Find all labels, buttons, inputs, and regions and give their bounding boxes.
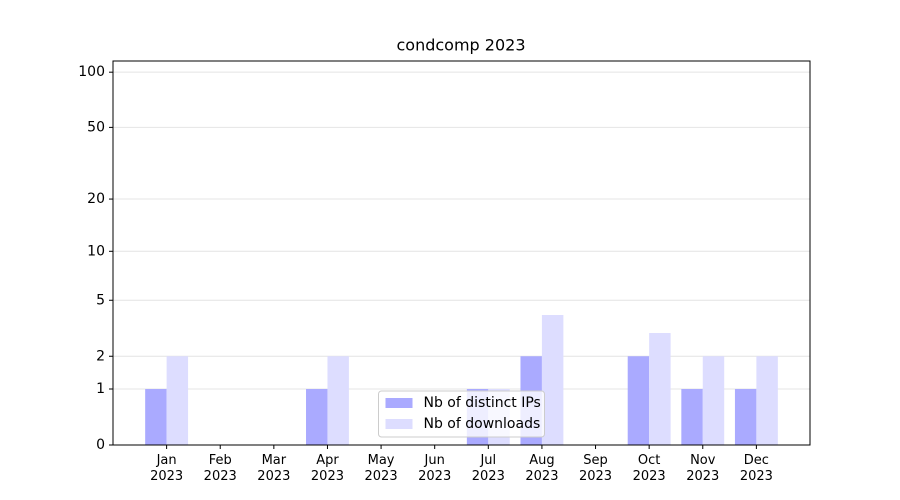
chart-title: condcomp 2023 <box>396 36 525 55</box>
bar <box>541 314 564 445</box>
bar <box>649 333 671 445</box>
bar <box>306 389 328 445</box>
bar <box>681 389 703 445</box>
y-tick-label: 2 <box>96 348 105 364</box>
bar <box>756 356 778 445</box>
x-tick-label: Jul 2023 <box>471 453 505 484</box>
legend-box <box>378 390 545 438</box>
x-tick-label: Nov 2023 <box>686 453 720 484</box>
bar <box>327 356 349 445</box>
x-tick-label: Sep 2023 <box>578 453 613 484</box>
y-tick-label: 10 <box>87 243 105 259</box>
legend-swatch <box>385 398 413 408</box>
x-tick-label: Apr 2023 <box>310 453 344 484</box>
legend: Nb of distinct IPs Nb of downloads <box>378 390 545 438</box>
y-tick-label: 1 <box>96 381 105 397</box>
x-tick-label: Mar 2023 <box>257 453 291 484</box>
x-tick-label: Feb 2023 <box>203 453 237 484</box>
y-tick-label: 50 <box>87 119 105 135</box>
plot-frame <box>112 60 811 446</box>
x-tick-label: Oct 2023 <box>632 453 666 484</box>
grid <box>113 71 810 446</box>
bar <box>145 389 167 445</box>
y-tick-label: 100 <box>78 64 105 80</box>
x-tick-label: May 2023 <box>364 453 398 484</box>
x-tick-label: Jan 2023 <box>150 453 184 484</box>
legend-swatch <box>385 419 413 429</box>
x-tick-label: Jun 2023 <box>418 453 452 484</box>
legend-label: Nb of distinct IPs <box>424 395 541 411</box>
y-tick-label: 5 <box>96 292 105 308</box>
x-tick-label: Dec 2023 <box>739 453 773 484</box>
bar <box>734 389 757 445</box>
bar <box>702 356 725 445</box>
y-tick-label: 20 <box>87 191 105 207</box>
legend-label: Nb of downloads <box>424 416 541 432</box>
x-tick-label: Aug 2023 <box>525 453 559 484</box>
y-tick-label: 0 <box>96 437 105 453</box>
bar <box>166 356 189 445</box>
bar <box>627 356 650 445</box>
